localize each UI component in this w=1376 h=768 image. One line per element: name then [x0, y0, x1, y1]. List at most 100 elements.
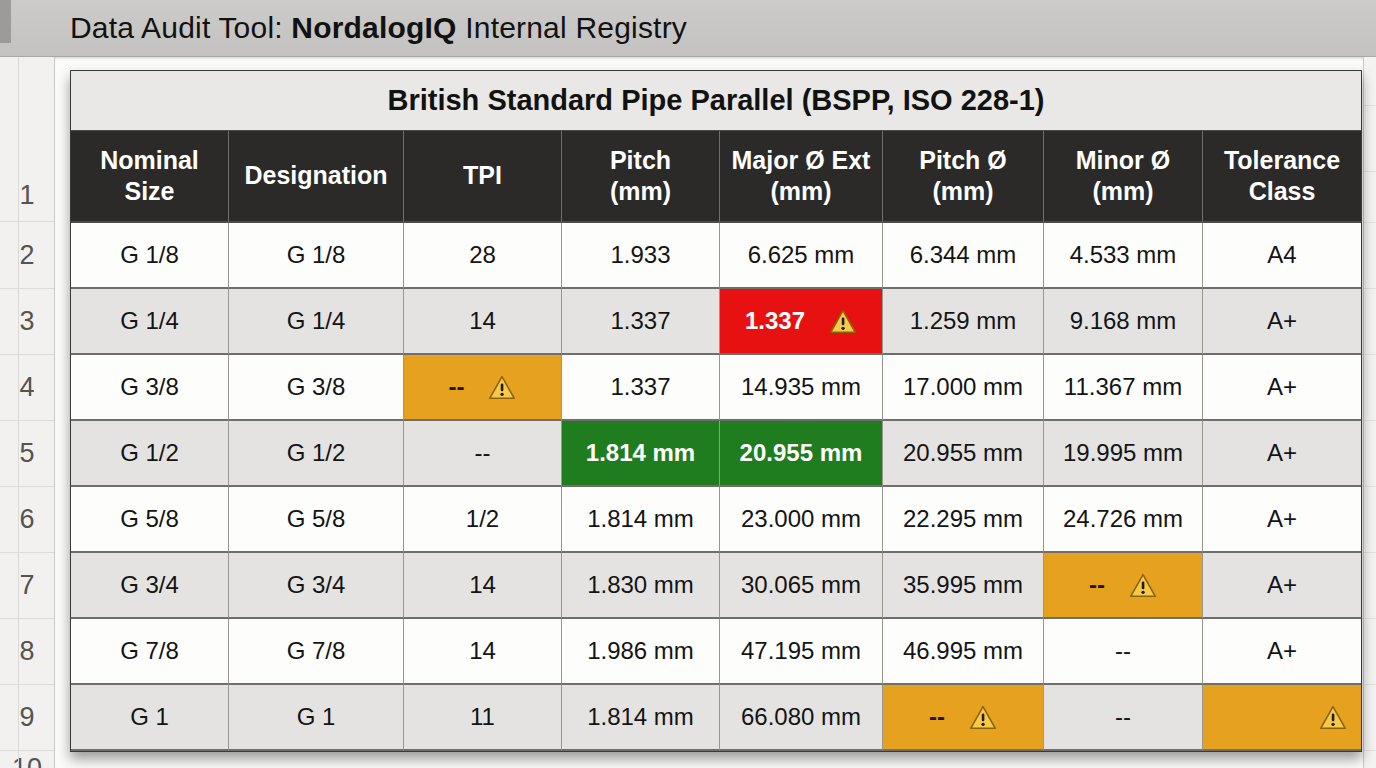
- cell-text: 11.367 mm: [1064, 373, 1182, 401]
- cell-text: 66.080 mm: [741, 703, 861, 731]
- table-cell[interactable]: --: [404, 355, 562, 421]
- column-header[interactable]: Minor Ø (mm): [1044, 131, 1203, 223]
- column-header[interactable]: Tolerance Class: [1203, 131, 1361, 223]
- row-number[interactable]: 3: [0, 289, 54, 355]
- table-cell[interactable]: 17.000 mm: [883, 355, 1044, 421]
- row-number[interactable]: 9: [0, 685, 54, 751]
- cell-text: 1/2: [466, 505, 499, 533]
- table-cell[interactable]: G 1: [229, 685, 404, 751]
- table-cell[interactable]: 1.986 mm: [562, 619, 720, 685]
- app-title: Data Audit Tool: NordalogIQ Internal Reg…: [70, 11, 687, 45]
- table-cell[interactable]: 28: [404, 223, 562, 289]
- cell-text: 11: [470, 703, 495, 731]
- row-number[interactable]: 6: [0, 487, 54, 553]
- table-cell[interactable]: 24.726 mm: [1044, 487, 1203, 553]
- table-cell[interactable]: G 1/8: [71, 223, 229, 289]
- cell-text: 4.533 mm: [1070, 241, 1177, 269]
- table-cell[interactable]: 30.065 mm: [720, 553, 883, 619]
- column-header[interactable]: Nominal Size: [71, 131, 229, 223]
- column-header[interactable]: Major Ø Ext (mm): [720, 131, 883, 223]
- table-title[interactable]: British Standard Pipe Parallel (BSPP, IS…: [71, 71, 1361, 131]
- column-header[interactable]: Designation: [229, 131, 404, 223]
- table-cell[interactable]: 20.955 mm: [720, 421, 883, 487]
- cell-text: --: [475, 439, 491, 467]
- table-cell[interactable]: G 1/4: [71, 289, 229, 355]
- table-cell[interactable]: 22.295 mm: [883, 487, 1044, 553]
- table-cell[interactable]: 1.830 mm: [562, 553, 720, 619]
- column-header[interactable]: Pitch (mm): [562, 131, 720, 223]
- warning-icon: [829, 309, 857, 334]
- table-cell[interactable]: 66.080 mm: [720, 685, 883, 751]
- table-cell[interactable]: --: [1044, 685, 1203, 751]
- table-cell[interactable]: G 1/2: [71, 421, 229, 487]
- table-cell[interactable]: [1203, 685, 1361, 751]
- table-cell[interactable]: 11: [404, 685, 562, 751]
- table-cell[interactable]: 14: [404, 289, 562, 355]
- column-header[interactable]: Pitch Ø (mm): [883, 131, 1044, 223]
- table-cell[interactable]: G 3/4: [229, 553, 404, 619]
- table-cell[interactable]: 1.814 mm: [562, 487, 720, 553]
- table-cell[interactable]: 14.935 mm: [720, 355, 883, 421]
- column-header[interactable]: TPI: [404, 131, 562, 223]
- table-cell[interactable]: 20.955 mm: [883, 421, 1044, 487]
- table-cell[interactable]: G 1/2: [229, 421, 404, 487]
- table-cell[interactable]: --: [1044, 553, 1203, 619]
- table-cell[interactable]: G 7/8: [229, 619, 404, 685]
- table-cell[interactable]: A+: [1203, 355, 1361, 421]
- table-cell[interactable]: 1.933: [562, 223, 720, 289]
- table-cell[interactable]: 1.259 mm: [883, 289, 1044, 355]
- table-cell[interactable]: G 1/8: [229, 223, 404, 289]
- table-cell[interactable]: 1/2: [404, 487, 562, 553]
- table-cell[interactable]: 9.168 mm: [1044, 289, 1203, 355]
- table-cell[interactable]: 1.337: [562, 289, 720, 355]
- row-number[interactable]: 2: [0, 222, 54, 289]
- table-cell[interactable]: 1.814 mm: [562, 685, 720, 751]
- table-cell[interactable]: G 1: [71, 685, 229, 751]
- table-cell[interactable]: 46.995 mm: [883, 619, 1044, 685]
- row-number[interactable]: 4: [0, 355, 54, 421]
- row-number[interactable]: 7: [0, 553, 54, 619]
- table-cell[interactable]: --: [1044, 619, 1203, 685]
- table-cell[interactable]: A+: [1203, 289, 1361, 355]
- table-cell[interactable]: A+: [1203, 619, 1361, 685]
- table-cell[interactable]: --: [883, 685, 1044, 751]
- row-number[interactable]: 8: [0, 619, 54, 685]
- cell-text: 1.814 mm: [586, 439, 695, 467]
- cell-text: A+: [1267, 637, 1297, 665]
- table-cell[interactable]: 6.625 mm: [720, 223, 883, 289]
- table-cell[interactable]: A4: [1203, 223, 1361, 289]
- cell-text: 14: [469, 307, 496, 335]
- cell-text: 14: [469, 571, 496, 599]
- table-cell[interactable]: G 5/8: [229, 487, 404, 553]
- table-cell[interactable]: G 5/8: [71, 487, 229, 553]
- table-cell[interactable]: A+: [1203, 421, 1361, 487]
- table-cell[interactable]: A+: [1203, 487, 1361, 553]
- table-cell[interactable]: G 3/4: [71, 553, 229, 619]
- table-cell[interactable]: 1.814 mm: [562, 421, 720, 487]
- table-cell[interactable]: 4.533 mm: [1044, 223, 1203, 289]
- table-cell[interactable]: G 1/4: [229, 289, 404, 355]
- table-cell[interactable]: 14: [404, 619, 562, 685]
- row-number[interactable]: 1: [0, 57, 54, 222]
- table-cell[interactable]: 1.337: [562, 355, 720, 421]
- table-cell[interactable]: 14: [404, 553, 562, 619]
- cell-text: --: [1115, 703, 1131, 731]
- table-cell[interactable]: G 7/8: [71, 619, 229, 685]
- table-cell[interactable]: 47.195 mm: [720, 619, 883, 685]
- table-cell[interactable]: G 3/8: [229, 355, 404, 421]
- table-cell[interactable]: 23.000 mm: [720, 487, 883, 553]
- cell-text: --: [449, 373, 465, 401]
- table-cell[interactable]: --: [404, 421, 562, 487]
- table-cell[interactable]: G 3/8: [71, 355, 229, 421]
- cell-text: 1.933: [610, 241, 670, 269]
- row-number[interactable]: 5: [0, 421, 54, 487]
- row-number[interactable]: 10: [0, 751, 54, 768]
- table-cell[interactable]: 6.344 mm: [883, 223, 1044, 289]
- cell-text: 22.295 mm: [903, 505, 1023, 533]
- table-cell[interactable]: A+: [1203, 553, 1361, 619]
- table-cell[interactable]: 35.995 mm: [883, 553, 1044, 619]
- table-cell[interactable]: 19.995 mm: [1044, 421, 1203, 487]
- table-cell[interactable]: 11.367 mm: [1044, 355, 1203, 421]
- table-cell[interactable]: 1.337: [720, 289, 883, 355]
- cell-text: G 1/4: [287, 307, 346, 335]
